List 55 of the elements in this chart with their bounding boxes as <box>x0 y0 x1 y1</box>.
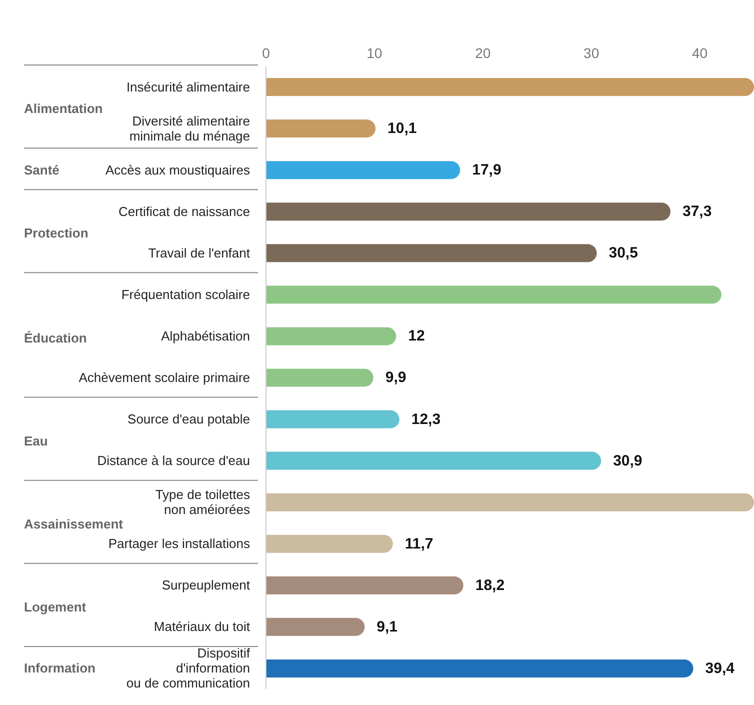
data-label: 39,4 <box>705 660 736 677</box>
bar <box>266 410 400 428</box>
bar <box>266 286 722 304</box>
bar <box>266 534 393 553</box>
y-tick-label: Type de toilettes non améiorées <box>155 487 250 518</box>
data-label: 12 <box>408 328 425 345</box>
bar <box>266 576 464 594</box>
y-tick-label: Surpeuplement <box>162 578 250 593</box>
text: Information <box>24 660 96 676</box>
bar <box>266 202 670 221</box>
x-tick-label: 40 <box>692 45 708 61</box>
bar <box>266 244 597 262</box>
data-label: 12,3 <box>411 410 441 428</box>
bar <box>266 452 602 470</box>
bar <box>266 493 754 512</box>
data-label: 11,7 <box>404 535 434 552</box>
text: Assainissement <box>24 516 124 532</box>
y-tick-label: Fréquentation scolaire <box>121 286 250 302</box>
x-tick-label: 10 <box>366 45 382 61</box>
y-tick-label: Dispositif d'information ou de communication <box>126 646 250 691</box>
x-tick-label: 30 <box>584 45 600 61</box>
bar <box>266 659 694 678</box>
bar <box>266 368 374 387</box>
bar <box>266 618 365 636</box>
x-tick-label: 0 <box>262 45 270 61</box>
x-tick-label: 20 <box>475 45 491 61</box>
y-tick-label: Partager les installations <box>108 536 250 552</box>
y-tick-label: Travail de l'enfant <box>148 245 250 260</box>
data-label: 17,9 <box>472 162 502 179</box>
y-tick-label: Achèvement scolaire primaire <box>78 370 250 385</box>
y-tick-label: Certificat de naissance <box>118 204 250 219</box>
data-label: 9,9 <box>385 369 406 386</box>
y-tick-label: Accès aux moustiquaires <box>105 162 250 178</box>
data-label: 18,2 <box>475 576 505 594</box>
bar <box>266 327 396 346</box>
bar <box>266 120 376 138</box>
y-tick-label: Diversité alimentaire minimale du ménage <box>129 113 250 144</box>
data-label: 10,1 <box>388 120 417 138</box>
bar <box>266 78 754 96</box>
data-label: 37,3 <box>682 203 712 220</box>
bar <box>266 161 460 180</box>
y-tick-label: Distance à la source d'eau <box>97 453 250 468</box>
data-label: 30,9 <box>613 452 642 470</box>
y-tick-label: Insécurité alimentaire <box>126 79 250 94</box>
data-label: 9,1 <box>376 618 398 636</box>
text: Santé <box>24 162 60 178</box>
text: Eau <box>24 433 48 448</box>
y-tick-label: Matériaux du toit <box>154 619 250 634</box>
text: Logement <box>24 599 87 614</box>
text: Alimentation <box>24 101 103 116</box>
y-tick-label: Source d'eau potable <box>128 412 250 427</box>
data-label: 30,5 <box>608 244 638 262</box>
y-tick-label: Alphabétisation <box>161 328 250 344</box>
text: Protection <box>24 226 88 241</box>
text: Éducation <box>24 330 87 346</box>
